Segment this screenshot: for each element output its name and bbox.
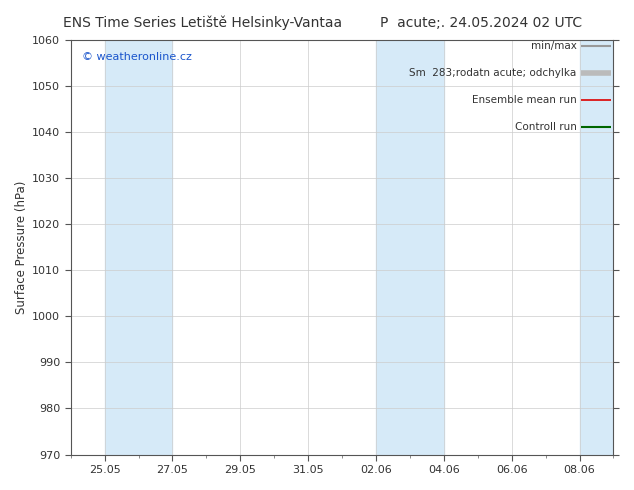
Text: Controll run: Controll run xyxy=(515,122,576,132)
Text: Sm  283;rodatn acute; odchylka: Sm 283;rodatn acute; odchylka xyxy=(410,68,576,78)
Y-axis label: Surface Pressure (hPa): Surface Pressure (hPa) xyxy=(15,180,28,314)
Text: min/max: min/max xyxy=(531,41,576,51)
Bar xyxy=(105,40,172,455)
Bar xyxy=(579,40,614,455)
Text: © weatheronline.cz: © weatheronline.cz xyxy=(82,52,191,62)
Bar xyxy=(376,40,444,455)
Text: ENS Time Series Letiště Helsinky-Vantaa: ENS Time Series Letiště Helsinky-Vantaa xyxy=(63,16,342,30)
Text: P  acute;. 24.05.2024 02 UTC: P acute;. 24.05.2024 02 UTC xyxy=(380,16,583,30)
Text: Ensemble mean run: Ensemble mean run xyxy=(472,95,576,105)
